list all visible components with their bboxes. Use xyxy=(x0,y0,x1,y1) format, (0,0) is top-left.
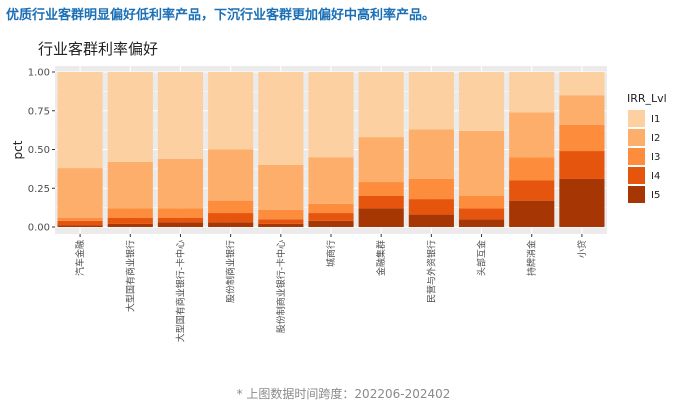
legend-key-i2 xyxy=(628,129,645,146)
bar-segment-i5 xyxy=(358,208,404,227)
bar-segment-i2 xyxy=(258,165,304,210)
x-tick-label: 汽车金融 xyxy=(74,240,86,276)
x-tick-label: 大型国有商业银行 xyxy=(124,240,136,312)
bar-segment-i5 xyxy=(57,225,103,227)
x-tick-label: 持牌消金 xyxy=(526,240,538,276)
y-tick-label: 0.50 xyxy=(28,145,50,156)
headline: 优质行业客群明显偏好低利率产品，下沉行业客群更加偏好中高利率产品。 xyxy=(6,8,436,23)
x-tick-label: 股份制商业银行-卡中心 xyxy=(275,240,287,333)
bar-segment-i3 xyxy=(308,203,354,214)
legend-label: I5 xyxy=(651,190,660,201)
bar-segment-i2 xyxy=(559,95,605,125)
bar-segment-i4 xyxy=(157,217,204,223)
legend: IRR_Lvl I1 I2 I3 I4 I5 xyxy=(627,92,667,203)
bar-segment-i1 xyxy=(509,72,555,113)
bar-segment-i1 xyxy=(157,72,204,159)
x-tick-label: 民营与外资银行 xyxy=(425,240,437,303)
bar-segment-i1 xyxy=(308,72,354,158)
bar-segment-i4 xyxy=(358,196,404,209)
bar-segment-i5 xyxy=(308,220,354,227)
bar-segment-i4 xyxy=(458,208,505,220)
bar-segment-i1 xyxy=(107,72,153,162)
x-tick-label: 金融集群 xyxy=(375,240,387,276)
bar-segment-i3 xyxy=(559,124,605,152)
bar-segment-i2 xyxy=(308,157,354,204)
bar-segment-i3 xyxy=(208,200,254,214)
bars xyxy=(57,72,605,227)
bar-segment-i2 xyxy=(107,161,153,209)
legend-label: I3 xyxy=(651,152,660,163)
bar-segment-i1 xyxy=(258,72,304,165)
x-tick-label: 股份制商业银行 xyxy=(225,240,237,303)
bar-segment-i4 xyxy=(258,219,304,224)
bar-segment-i5 xyxy=(509,200,555,227)
x-tick-label: 头部互金 xyxy=(476,240,488,276)
x-axis: 汽车金融 大型国有商业银行 大型国有商业银行-卡中心 股份制商业银行 股份制商业银行-卡… xyxy=(74,234,588,342)
y-tick-label: 1.00 xyxy=(28,68,50,79)
y-tick-label: 0.00 xyxy=(28,223,50,234)
bar-segment-i5 xyxy=(107,223,153,227)
bar-segment-i5 xyxy=(258,223,304,227)
bar-segment-i3 xyxy=(57,217,103,221)
chart-title: 行业客群利率偏好 xyxy=(38,40,159,58)
bar-segment-i3 xyxy=(107,208,153,218)
bar-segment-i2 xyxy=(358,137,404,183)
bar-segment-i2 xyxy=(509,112,555,158)
bar-segment-i3 xyxy=(458,196,505,209)
legend-label: I4 xyxy=(651,171,660,182)
bar-segment-i3 xyxy=(258,209,304,220)
bar-segment-i1 xyxy=(358,72,404,138)
x-tick-label: 小贷 xyxy=(576,240,588,258)
legend-key-i5 xyxy=(628,186,645,203)
bar-segment-i4 xyxy=(57,220,103,226)
y-tick-label: 0.75 xyxy=(28,106,50,117)
bar-segment-i2 xyxy=(57,168,103,218)
y-axis: 0.00 0.25 0.50 0.75 1.00 xyxy=(28,68,55,234)
bar-segment-i5 xyxy=(458,219,505,227)
legend-label: I1 xyxy=(651,114,660,125)
bar-segment-i3 xyxy=(358,182,404,196)
bar-segment-i2 xyxy=(208,149,254,201)
y-axis-title: pct xyxy=(11,140,25,159)
bar-segment-i3 xyxy=(157,208,204,218)
bar-segment-i1 xyxy=(458,72,505,131)
bar-segment-i2 xyxy=(458,130,505,196)
legend-key-i4 xyxy=(628,167,645,184)
legend-label: I2 xyxy=(651,133,660,144)
bar-segment-i2 xyxy=(157,158,204,209)
bar-segment-i4 xyxy=(559,151,605,179)
legend-title: IRR_Lvl xyxy=(627,92,667,105)
bar-segment-i3 xyxy=(408,178,454,200)
x-tick-label: 大型国有商业银行-卡中心 xyxy=(174,240,186,342)
legend-key-i3 xyxy=(628,148,645,165)
legend-key-i1 xyxy=(628,110,645,127)
bar-segment-i1 xyxy=(208,72,254,150)
bar-segment-i1 xyxy=(57,72,103,169)
bar-segment-i4 xyxy=(107,217,153,224)
bar-segment-i4 xyxy=(308,213,354,221)
bar-segment-i4 xyxy=(509,180,555,201)
bar-segment-i4 xyxy=(408,199,454,215)
bar-segment-i2 xyxy=(408,129,454,179)
bar-segment-i1 xyxy=(408,72,454,130)
y-tick-label: 0.25 xyxy=(28,184,50,195)
bar-segment-i4 xyxy=(208,213,254,223)
x-tick-label: 城商行 xyxy=(325,240,337,267)
footnote: * 上图数据时间跨度：202206-202402 xyxy=(236,387,451,401)
bar-segment-i5 xyxy=(157,222,204,227)
bar-segment-i5 xyxy=(559,178,605,227)
bar-segment-i5 xyxy=(408,214,454,227)
bar-segment-i1 xyxy=(559,72,605,96)
stacked-bar-chart: 0.00 0.25 0.50 0.75 1.00 汽车金融 大型国有商业银行 大型国有商业银… xyxy=(11,66,667,342)
bar-segment-i3 xyxy=(509,157,555,181)
bar-segment-i5 xyxy=(208,222,254,227)
